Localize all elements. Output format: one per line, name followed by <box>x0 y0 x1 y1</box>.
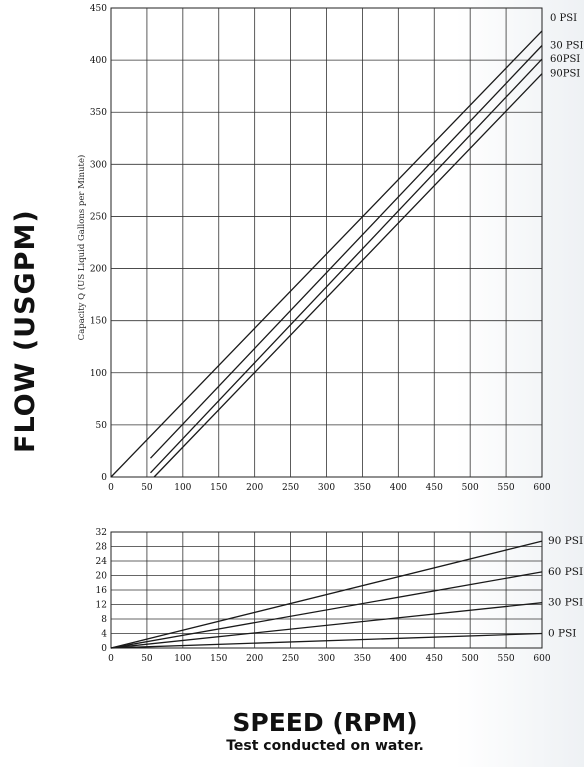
top-x-tick-label: 550 <box>497 483 514 493</box>
bottom-y-tick-label: 12 <box>96 601 107 611</box>
top-y-tick-label: 100 <box>90 369 107 379</box>
top-series-line-90psi <box>153 73 543 478</box>
bottom-series-label-30-psi: 30 PSI <box>548 597 583 609</box>
top-series-line-30-psi <box>150 45 543 459</box>
top-y-tick-label: 150 <box>90 317 107 327</box>
top-x-tick-label: 400 <box>390 483 407 493</box>
bottom-x-tick-label: 550 <box>497 654 514 664</box>
top-series-line-60psi <box>150 58 543 474</box>
top-x-tick-label: 50 <box>141 483 153 493</box>
bottom-series-line-30-psi <box>110 602 543 649</box>
bottom-series-line-90-psi <box>110 540 543 649</box>
top-y-tick-label: 250 <box>90 212 107 222</box>
bottom-series-line-60-psi <box>110 571 543 649</box>
bottom-series-label-60-psi: 60 PSI <box>548 566 583 578</box>
bottom-x-tick-label: 50 <box>141 654 153 664</box>
bottom-x-tick-label: 100 <box>174 654 191 664</box>
top-y-tick-label: 400 <box>90 56 107 66</box>
top-y-tick-label: 350 <box>90 108 107 118</box>
capacity-chart: 0 50 100 150 200 250 300 350 400 450 500 550 600 0 50 1… <box>76 4 583 493</box>
bottom-y-tick-label: 20 <box>96 572 108 582</box>
top-x-tick-label: 150 <box>210 483 227 493</box>
bottom-x-tick-label: 350 <box>354 654 371 664</box>
bottom-x-tick-label: 500 <box>462 654 479 664</box>
top-x-tick-label: 200 <box>246 483 263 493</box>
bottom-x-tick-label: 200 <box>246 654 263 664</box>
bottom-x-tick-label: 600 <box>533 654 550 664</box>
top-series-label-0-psi: 0 PSI <box>550 13 577 24</box>
bottom-y-tick-label: 28 <box>96 543 108 553</box>
bottom-x-tick-label: 450 <box>426 654 443 664</box>
top-x-tick-label: 350 <box>354 483 371 493</box>
top-series-line-0-psi <box>110 30 543 478</box>
bottom-x-tick-label: 400 <box>390 654 407 664</box>
top-x-tick-label: 450 <box>426 483 443 493</box>
top-series-label-60psi: 60PSI <box>550 54 580 65</box>
bottom-x-tick-label: 0 <box>108 654 114 664</box>
top-series-label-90psi: 90PSI <box>550 69 580 80</box>
bottom-y-tick-label: 32 <box>96 528 107 538</box>
top-y-tick-label: 0 <box>101 473 107 483</box>
power-chart: 0 50 100 150 200 250 300 350 400 450 500 550 600 0 4 8 1… <box>96 528 584 664</box>
bottom-x-tick-label: 150 <box>210 654 227 664</box>
bottom-series-line-0-psi <box>110 632 543 649</box>
top-x-tick-label: 600 <box>533 483 550 493</box>
bottom-y-tick-label: 16 <box>96 586 108 596</box>
top-series-label-30-psi: 30 PSI <box>550 41 583 52</box>
top-y-tick-label: 50 <box>96 421 108 431</box>
top-x-tick-label: 300 <box>318 483 335 493</box>
bottom-y-tick-label: 0 <box>101 644 107 654</box>
bottom-x-tick-label: 250 <box>282 654 299 664</box>
test-footnote: Test conducted on water. <box>226 738 424 754</box>
top-x-tick-label: 0 <box>108 483 114 493</box>
top-x-tick-label: 500 <box>462 483 479 493</box>
top-x-tick-label: 100 <box>174 483 191 493</box>
bottom-series-label-0-psi: 0 PSI <box>548 628 576 640</box>
top-y-tick-label: 200 <box>90 265 107 275</box>
bottom-y-tick-label: 4 <box>101 630 107 640</box>
bottom-y-tick-label: 8 <box>101 615 107 625</box>
top-y-axis-label: Capacity Q (US Liquid Gallons per Minute… <box>76 155 87 341</box>
top-x-tick-label: 250 <box>282 483 299 493</box>
top-y-tick-label: 300 <box>90 160 107 170</box>
bottom-x-tick-label: 300 <box>318 654 335 664</box>
top-y-tick-label: 450 <box>90 4 107 14</box>
bottom-y-tick-label: 24 <box>96 557 108 567</box>
speed-axis-title: SPEED (RPM) <box>232 708 418 737</box>
bottom-series-label-90-psi: 90 PSI <box>548 535 583 547</box>
